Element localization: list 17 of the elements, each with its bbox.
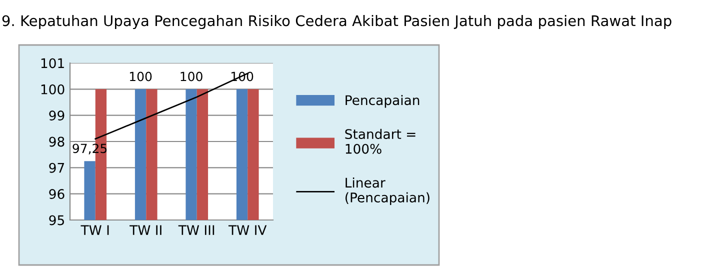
x-tick-label: TW II: [130, 225, 162, 235]
text: 9. Kepatuhan Upaya Pencegahan Risiko Cedera Akibat Pasien Jatuh pada pasien Rawat Inap: [2, 14, 672, 30]
x-tick-label: TW IV: [228, 225, 267, 235]
y-tick-label: 101: [41, 58, 64, 68]
data-label: 100: [130, 72, 152, 82]
y-tick-label: 96: [49, 189, 64, 200]
y-tick-label: 98: [49, 136, 64, 147]
y-tick-label: 95: [49, 215, 64, 226]
x-tick-label: TW I: [80, 225, 109, 235]
data-label: 100: [180, 72, 202, 82]
legend-label: Pencapaian: [346, 94, 420, 108]
y-tick-label: 97: [49, 162, 64, 173]
x-tick-label: TW III: [178, 225, 214, 235]
legend-label: Standart = 100%: [345, 128, 416, 154]
legend-label: Linear (Pencapaian): [346, 177, 430, 206]
y-tick-label: 100: [41, 84, 64, 94]
y-tick-label: 99: [49, 110, 64, 121]
